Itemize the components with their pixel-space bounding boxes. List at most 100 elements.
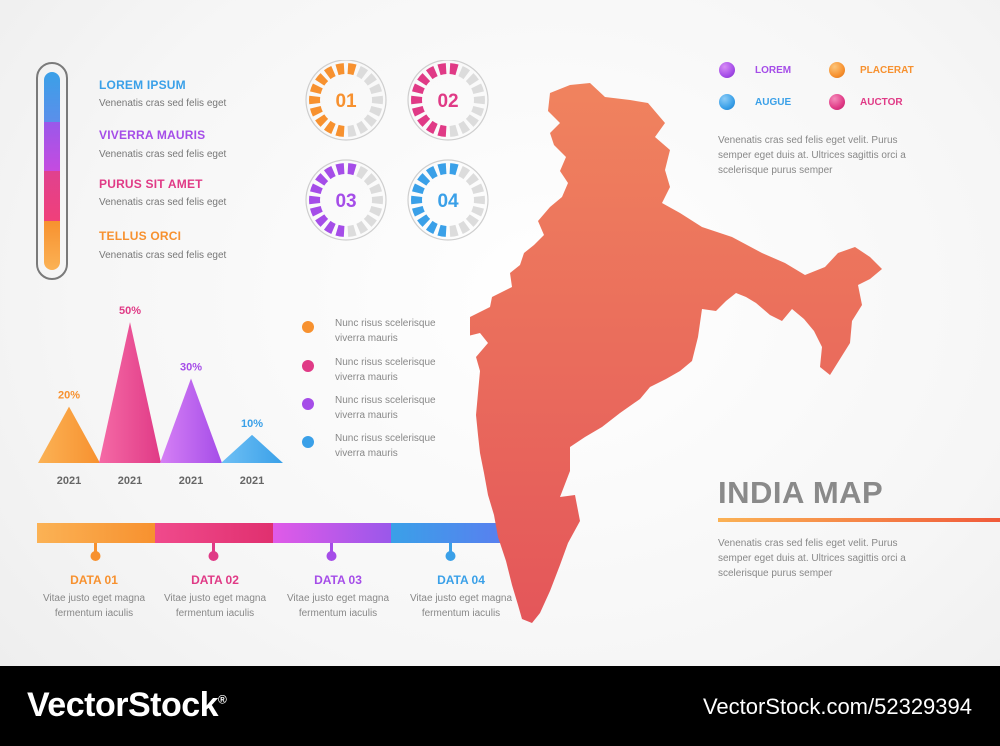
- dial-tick: [309, 195, 321, 205]
- footer-url[interactable]: VectorStock.com/52329394: [702, 694, 972, 719]
- chart-bar: [221, 434, 283, 463]
- legend-title: LOREM IPSUM: [99, 78, 186, 92]
- dial-ring: [305, 60, 387, 141]
- chart-bar: [160, 378, 222, 463]
- dial-tick: [417, 114, 431, 127]
- timeline-pin: [445, 543, 456, 561]
- dials-group: 01 02 03 04: [305, 60, 489, 241]
- timeline-desc: Vitae justo eget magna fermentum iaculis: [286, 593, 390, 619]
- dial-tick: [363, 73, 377, 86]
- dial-tick: [310, 83, 323, 94]
- timeline-label: DATA 01: [70, 573, 118, 587]
- dial-ring: [305, 159, 387, 241]
- chart-category-label: 2021: [179, 475, 203, 487]
- title-underline: [718, 518, 1000, 522]
- dial-tick: [412, 206, 425, 217]
- page-title: INDIA MAP: [718, 475, 884, 510]
- timeline-label: DATA 02: [191, 573, 239, 587]
- top-paragraph: Venenatis cras sed felis eget velit. Pur…: [718, 135, 906, 176]
- timeline-label: DATA 03: [314, 573, 362, 587]
- dial-tick: [425, 120, 438, 134]
- dial-tick: [347, 63, 357, 76]
- dial-tick: [310, 183, 323, 194]
- bullet-text: Nunc risus scelerisque viverra mauris: [335, 357, 436, 383]
- footer-bar: VectorStock® VectorStock.com/52329394: [0, 666, 1000, 746]
- map-legend-label: AUCTOR: [860, 97, 903, 108]
- timeline-segment: [391, 523, 511, 543]
- map-legend-label: AUGUE: [755, 97, 792, 108]
- chart-category-label: 2021: [118, 475, 142, 487]
- timeline-desc: Vitae justo eget magna fermentum iaculis: [409, 593, 513, 619]
- dial-tick: [347, 163, 357, 176]
- dial-number: 02: [437, 91, 458, 112]
- bullet-text: Nunc risus scelerisque viverra mauris: [335, 318, 436, 344]
- dial-tick: [465, 73, 479, 86]
- dial-tick: [458, 166, 471, 180]
- dial-tick: [471, 206, 484, 217]
- registered-mark: ®: [218, 692, 227, 707]
- timeline-pins: [90, 543, 456, 561]
- bullet-text: Nunc risus scelerisque viverra mauris: [335, 433, 436, 459]
- legend-ball: [719, 94, 735, 110]
- dial-tick: [356, 120, 369, 134]
- dial-tick: [310, 106, 323, 117]
- thermo-segment: [44, 72, 60, 122]
- legend-ball: [829, 62, 845, 78]
- dial-tick: [417, 173, 431, 186]
- chart-value-label: 10%: [241, 418, 263, 430]
- dial-number: 04: [437, 191, 459, 212]
- chart-bar: [38, 406, 100, 463]
- dial-tick: [369, 183, 382, 194]
- dial-tick: [315, 114, 329, 127]
- dial-tick: [449, 224, 459, 237]
- legend-subtitle: Venenatis cras sed felis eget: [99, 197, 227, 208]
- dial-tick: [449, 124, 459, 137]
- vectorstock-logo: VectorStock®: [27, 686, 227, 725]
- dial-tick: [369, 83, 382, 94]
- dial-tick: [425, 66, 438, 80]
- dial-tick: [473, 195, 485, 205]
- brand-name: VectorStock: [27, 686, 219, 724]
- triangle-bar-chart: 20% 2021 50% 2021 30% 2021 10% 2021: [38, 305, 283, 487]
- chart-value-label: 30%: [180, 361, 202, 373]
- dial-tick: [347, 124, 357, 137]
- dial-tick: [371, 95, 383, 105]
- dial-tick: [411, 95, 423, 105]
- dial-tick: [371, 195, 383, 205]
- dial-tick: [369, 206, 382, 217]
- chart-bar: [99, 322, 161, 463]
- thermo-segment: [44, 121, 60, 171]
- dial-tick: [412, 83, 425, 94]
- dial-tick: [425, 220, 438, 234]
- dial-tick: [411, 195, 423, 205]
- dial-02: 02: [407, 60, 489, 141]
- dial-tick: [335, 224, 345, 237]
- legend-subtitle: Venenatis cras sed felis eget: [99, 250, 227, 261]
- dial-tick: [356, 166, 369, 180]
- dial-tick: [437, 63, 447, 76]
- dial-tick: [449, 163, 459, 176]
- dial-tick: [465, 214, 479, 227]
- dial-01: 01: [305, 60, 387, 141]
- bullet-dot: [302, 436, 314, 448]
- legend-title: PURUS SIT AMET: [99, 177, 203, 191]
- thermo-segment: [44, 220, 60, 270]
- dial-04: 04: [407, 159, 489, 241]
- dial-tick: [315, 73, 329, 86]
- timeline-segment: [273, 523, 391, 543]
- timeline-label: DATA 04: [437, 573, 485, 587]
- thermometer-fill: [44, 72, 60, 270]
- dial-tick: [315, 214, 329, 227]
- bullet-text: Nunc risus scelerisque viverra mauris: [335, 395, 436, 421]
- dial-tick: [425, 166, 438, 180]
- dial-tick: [471, 183, 484, 194]
- bullet-dot: [302, 360, 314, 372]
- dial-tick: [323, 66, 336, 80]
- dial-tick: [335, 124, 345, 137]
- legend-thermometer: [36, 62, 68, 280]
- legend-subtitle: Venenatis cras sed felis eget: [99, 149, 227, 160]
- dial-tick: [412, 106, 425, 117]
- dial-tick: [363, 173, 377, 186]
- dial-tick: [458, 120, 471, 134]
- chart-category-label: 2021: [57, 475, 81, 487]
